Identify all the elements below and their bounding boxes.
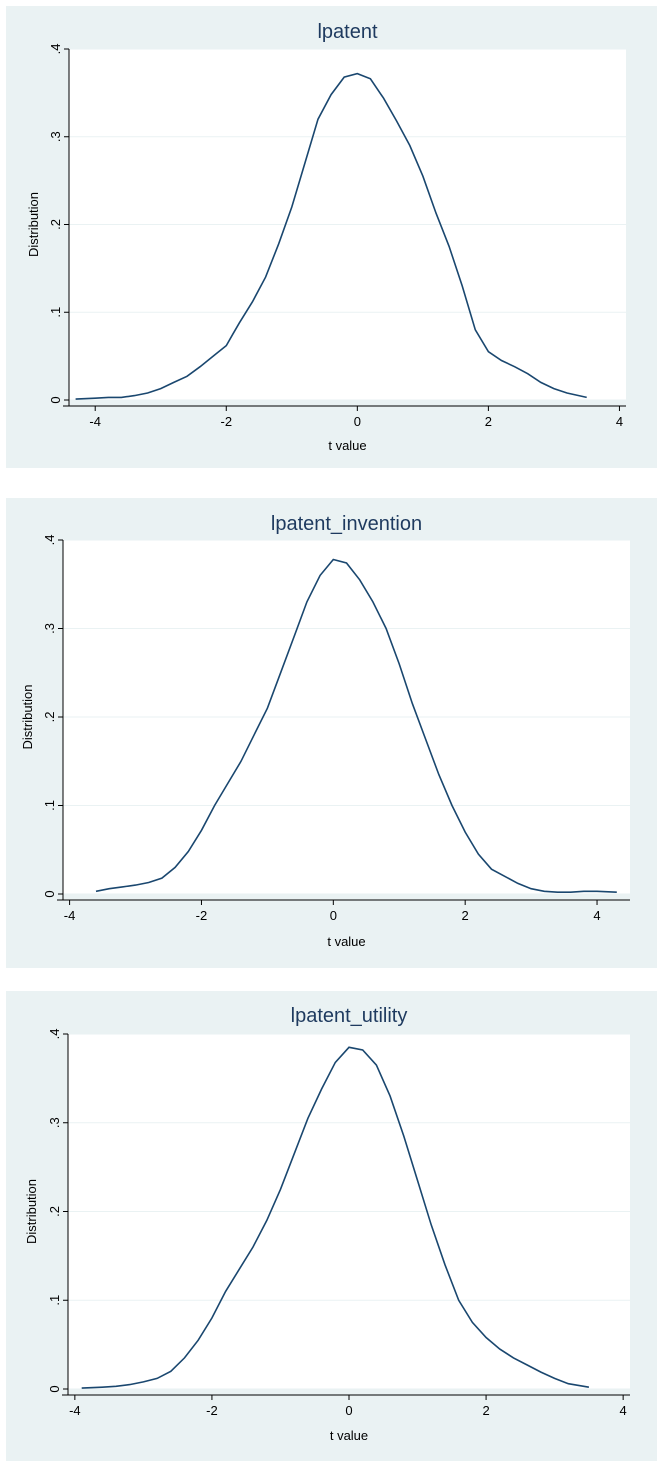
x-tick-label: 0: [330, 908, 337, 923]
chart-title: lpatent_invention: [271, 513, 422, 535]
y-tick-label: .3: [42, 623, 57, 634]
x-tick-label: 0: [354, 414, 361, 429]
lpatent-density-chart: 0 .1 .2 .3 .4 -4 -2 0 2 4 lpatent t value Distributi…: [26, 21, 626, 453]
x-tick-label: 4: [593, 908, 600, 923]
x-axis-label: t value: [330, 1428, 368, 1443]
y-tick-label: .1: [47, 1295, 62, 1306]
y-axis-label: Distribution: [20, 684, 35, 749]
y-tick-label: .1: [42, 800, 57, 811]
x-tick-label: -4: [64, 908, 76, 923]
density-curve: [81, 1046, 590, 1389]
y-tick-label: .1: [48, 307, 63, 318]
y-tick-label: .2: [48, 219, 63, 230]
y-tick-label: 0: [48, 396, 63, 403]
x-tick-label: -4: [69, 1403, 81, 1418]
y-tick-label: .3: [48, 131, 63, 142]
chart-title: lpatent: [317, 21, 377, 43]
x-axis-label: t value: [328, 438, 366, 453]
x-tick-label: -4: [89, 414, 101, 429]
x-tick-label: 2: [462, 908, 469, 923]
y-axis-label: Distribution: [26, 192, 41, 257]
y-tick-label: .4: [42, 535, 57, 546]
y-tick-label: 0: [47, 1385, 62, 1392]
x-tick-label: 0: [345, 1403, 352, 1418]
y-axis-label: Distribution: [24, 1179, 39, 1244]
x-axis-label: t value: [327, 934, 365, 949]
density-curve: [75, 72, 587, 400]
y-tick-label: .3: [47, 1117, 62, 1128]
x-tick-label: 4: [620, 1403, 627, 1418]
x-tick-label: 2: [482, 1403, 489, 1418]
chart-panel-lpatent: 0 .1 .2 .3 .4 -4 -2 0 2 4 lpatent t value Distributi…: [6, 6, 657, 468]
y-tick-label: .2: [47, 1206, 62, 1217]
x-tick-label: -2: [220, 414, 232, 429]
x-tick-label: 4: [616, 414, 623, 429]
x-tick-label: 2: [485, 414, 492, 429]
y-tick-label: .4: [48, 44, 63, 55]
y-tick-label: 0: [42, 890, 57, 897]
y-tick-label: .2: [42, 712, 57, 723]
density-curve: [95, 558, 617, 894]
chart-title: lpatent_utility: [291, 1005, 408, 1027]
x-tick-label: -2: [196, 908, 208, 923]
y-tick-label: .4: [47, 1029, 62, 1040]
x-tick-label: -2: [206, 1403, 218, 1418]
